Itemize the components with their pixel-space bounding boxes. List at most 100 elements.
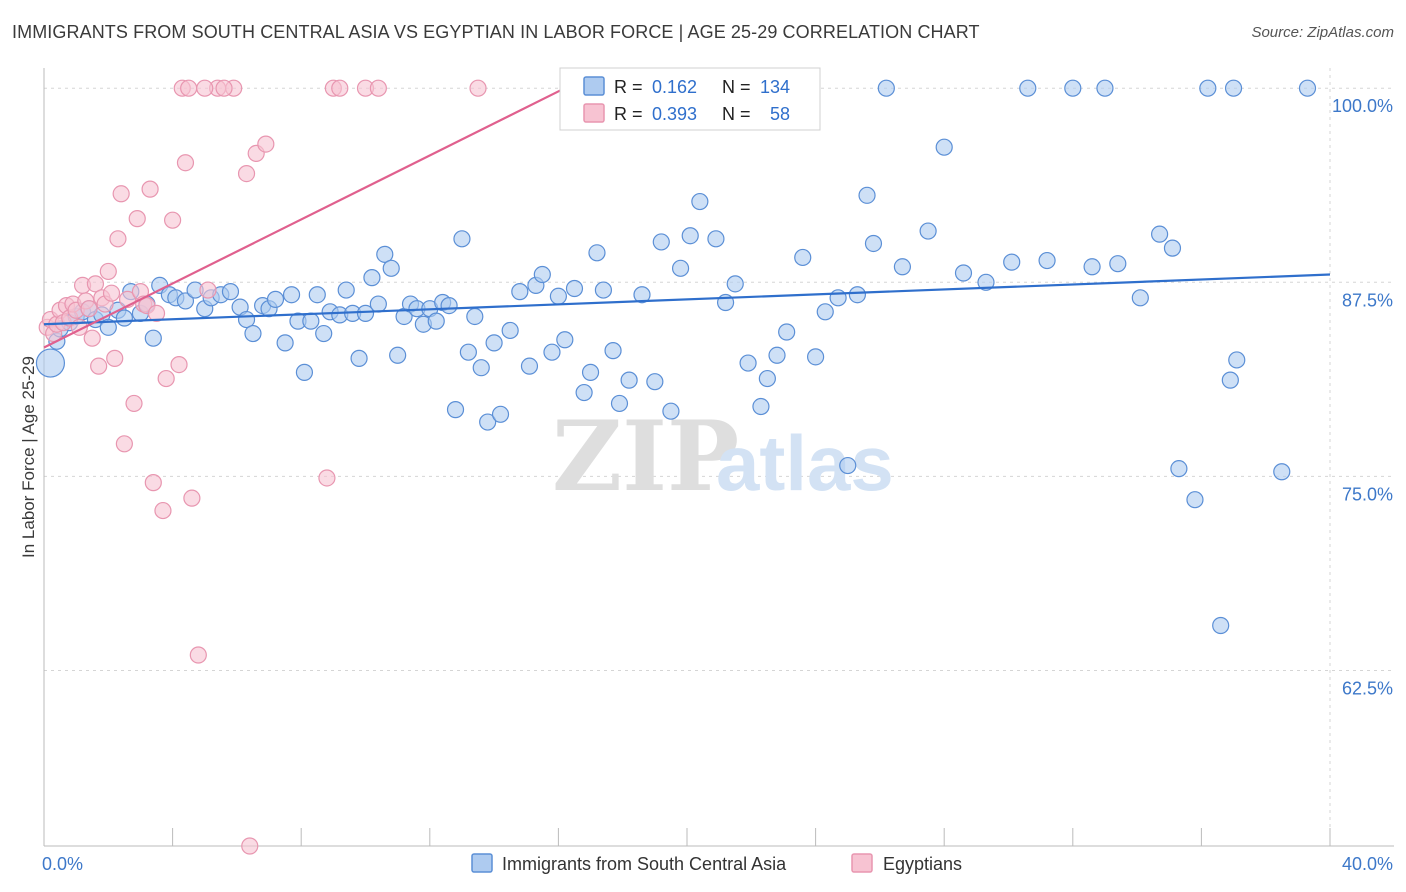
point-blue-95 xyxy=(768,346,786,364)
point-pink-41 xyxy=(199,281,217,299)
point-blue-24 xyxy=(221,283,240,301)
point-blue-44 xyxy=(363,269,381,287)
point-blue-117 xyxy=(1109,255,1127,273)
point-blue-58 xyxy=(453,230,471,248)
point-blue-45 xyxy=(369,295,387,313)
point-pink-27 xyxy=(128,210,146,228)
trend-lines xyxy=(43,87,1331,349)
point-blue-69 xyxy=(533,265,551,284)
stats-n-value-pink: 58 xyxy=(770,104,790,124)
point-blue-75 xyxy=(581,363,600,381)
x-tick-label-1: 40.0% xyxy=(1342,854,1393,874)
point-blue-35 xyxy=(302,312,320,330)
point-blue-121 xyxy=(1170,460,1188,478)
point-blue-108 xyxy=(935,138,953,156)
point-blue-98 xyxy=(806,348,825,366)
point-blue-80 xyxy=(620,371,638,389)
chart-title: IMMIGRANTS FROM SOUTH CENTRAL ASIA VS EG… xyxy=(12,22,980,42)
x-tick-label-0: 0.0% xyxy=(42,854,83,874)
point-blue-119 xyxy=(1151,225,1169,243)
series-pink-points xyxy=(38,79,487,855)
point-pink-46 xyxy=(257,135,275,153)
trend-line-blue xyxy=(43,273,1331,326)
point-pink-39 xyxy=(183,489,201,507)
point-blue-129 xyxy=(1298,79,1317,97)
y-tick-label-0: 100.0% xyxy=(1332,96,1393,116)
point-blue-19 xyxy=(176,292,195,310)
point-blue-72 xyxy=(556,331,574,349)
point-pink-19 xyxy=(99,262,117,281)
point-pink-22 xyxy=(109,230,127,248)
point-blue-9 xyxy=(99,318,117,336)
y-tick-label-3: 62.5% xyxy=(1342,679,1393,699)
stats-r-value-blue: 0.162 xyxy=(652,77,697,97)
point-blue-105 xyxy=(877,79,895,97)
watermark-atlas: atlas xyxy=(716,419,894,507)
point-pink-50 xyxy=(215,79,233,97)
point-blue-61 xyxy=(472,359,490,377)
point-blue-36 xyxy=(308,286,326,304)
point-blue-64 xyxy=(491,405,510,423)
point-blue-89 xyxy=(707,230,725,248)
point-blue-102 xyxy=(848,286,866,304)
point-blue-116 xyxy=(1096,79,1114,97)
point-pink-35 xyxy=(157,369,175,388)
axes xyxy=(43,68,1394,847)
point-blue-92 xyxy=(739,354,757,372)
point-pink-15 xyxy=(86,275,105,293)
point-pink-36 xyxy=(164,211,182,229)
bottom-legend: Immigrants from South Central Asia Egypt… xyxy=(471,853,962,874)
point-pink-38 xyxy=(176,154,195,172)
point-blue-43 xyxy=(356,304,375,322)
point-blue-37 xyxy=(315,324,333,343)
point-blue-111 xyxy=(1003,253,1021,271)
point-blue-78 xyxy=(604,342,622,360)
point-pink-23 xyxy=(112,185,130,203)
point-blue-11 xyxy=(115,309,133,327)
legend-label-blue: Immigrants from South Central Asia xyxy=(502,854,787,874)
point-blue-48 xyxy=(389,346,407,364)
watermark: ZIP atlas xyxy=(552,400,894,513)
point-blue-60 xyxy=(466,307,484,326)
point-blue-74 xyxy=(575,383,593,402)
point-blue-86 xyxy=(681,227,699,245)
legend-swatch-blue xyxy=(471,853,493,873)
legend-label-pink: Egyptians xyxy=(883,854,962,874)
point-blue-56 xyxy=(440,296,458,315)
point-blue-32 xyxy=(282,286,301,304)
point-pink-20 xyxy=(102,284,121,302)
point-blue-123 xyxy=(1199,79,1217,97)
point-blue-62 xyxy=(479,413,497,431)
trend-line-pink xyxy=(43,87,566,349)
point-blue-91 xyxy=(726,275,744,293)
point-blue-124 xyxy=(1212,616,1230,635)
point-blue-104 xyxy=(864,234,883,253)
point-pink-24 xyxy=(115,435,133,453)
chart-source: Source: ZipAtlas.com xyxy=(1251,24,1394,41)
point-blue-0 xyxy=(35,348,66,378)
point-blue-112 xyxy=(1019,79,1037,97)
stats-n-label-blue: N = xyxy=(722,77,751,97)
point-pink-40 xyxy=(189,646,207,664)
stats-r-label-blue: R = xyxy=(614,77,643,97)
point-pink-57 xyxy=(241,837,259,855)
y-axis-label: In Labor Force | Age 25-29 xyxy=(19,356,38,558)
point-pink-21 xyxy=(106,349,124,367)
point-blue-96 xyxy=(778,323,796,341)
point-blue-76 xyxy=(588,244,606,262)
point-blue-126 xyxy=(1224,79,1243,97)
point-blue-109 xyxy=(954,264,973,282)
point-blue-103 xyxy=(858,186,876,204)
point-blue-113 xyxy=(1038,251,1056,270)
point-pink-44 xyxy=(237,164,256,183)
point-blue-54 xyxy=(427,312,445,330)
point-blue-84 xyxy=(662,402,680,420)
point-blue-97 xyxy=(794,248,812,267)
point-blue-27 xyxy=(244,324,262,343)
stats-legend-swatch-pink xyxy=(583,103,605,123)
point-blue-59 xyxy=(459,343,477,361)
point-blue-46 xyxy=(376,245,394,263)
stats-legend: R = 0.162 N = 134 R = 0.393 N = 58 xyxy=(559,67,821,131)
point-blue-99 xyxy=(816,303,834,321)
